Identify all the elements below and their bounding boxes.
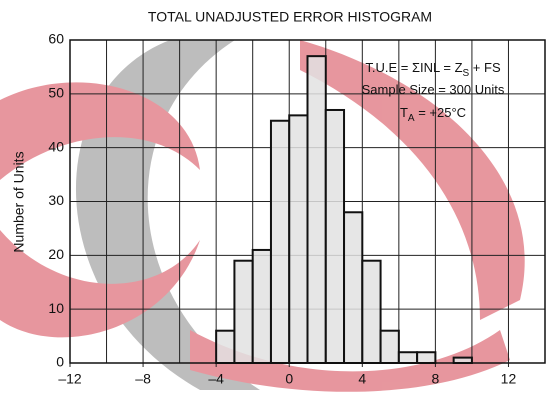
y-tick-label: 40 <box>48 138 64 154</box>
y-tick-label: 30 <box>48 192 64 208</box>
annotation-part: T.U.E = ΣINL = Z <box>365 60 462 75</box>
bar <box>397 351 419 365</box>
bar <box>215 329 236 365</box>
annotation: T.U.E = ΣINL = ZS + FS <box>365 60 501 78</box>
annotation-subscript: S <box>463 68 470 79</box>
y-tick-label: 10 <box>48 300 64 316</box>
y-tick-label: 20 <box>48 246 64 262</box>
bar <box>233 259 254 365</box>
y-tick-label: 0 <box>56 354 64 370</box>
bar <box>379 329 400 365</box>
bar <box>452 356 473 365</box>
bar <box>306 55 327 365</box>
annotation-subscript: A <box>408 113 415 124</box>
chart-title: TOTAL UNADJUSTED ERROR HISTOGRAM <box>148 9 432 25</box>
bar <box>251 248 272 364</box>
y-axis-label: Number of Units <box>11 151 27 252</box>
y-tick-label: 60 <box>48 31 64 47</box>
annotation: Sample Size = 300 Units <box>362 82 505 97</box>
y-tick-label: 50 <box>48 85 64 101</box>
annotation-part: Sample Size = 300 Units <box>362 82 505 97</box>
x-tick-label: 12 <box>501 371 517 387</box>
annotation-part: = +25°C <box>415 105 466 120</box>
plot-frame <box>69 39 546 364</box>
bar <box>269 119 291 364</box>
x-tick-label: 0 <box>285 371 293 387</box>
annotation-part: T <box>400 105 408 120</box>
annotation: TA = +25°C <box>400 105 466 123</box>
x-tick-label: –4 <box>208 371 224 387</box>
bar <box>288 114 309 364</box>
bar <box>361 259 382 365</box>
x-tick-label: –12 <box>58 371 82 387</box>
x-tick-label: 8 <box>431 371 439 387</box>
annotation-part: + FS <box>469 60 501 75</box>
bar <box>324 108 346 364</box>
bar <box>416 351 437 365</box>
x-tick-label: –8 <box>135 371 151 387</box>
x-tick-label: 4 <box>358 371 366 387</box>
bar <box>343 211 364 364</box>
